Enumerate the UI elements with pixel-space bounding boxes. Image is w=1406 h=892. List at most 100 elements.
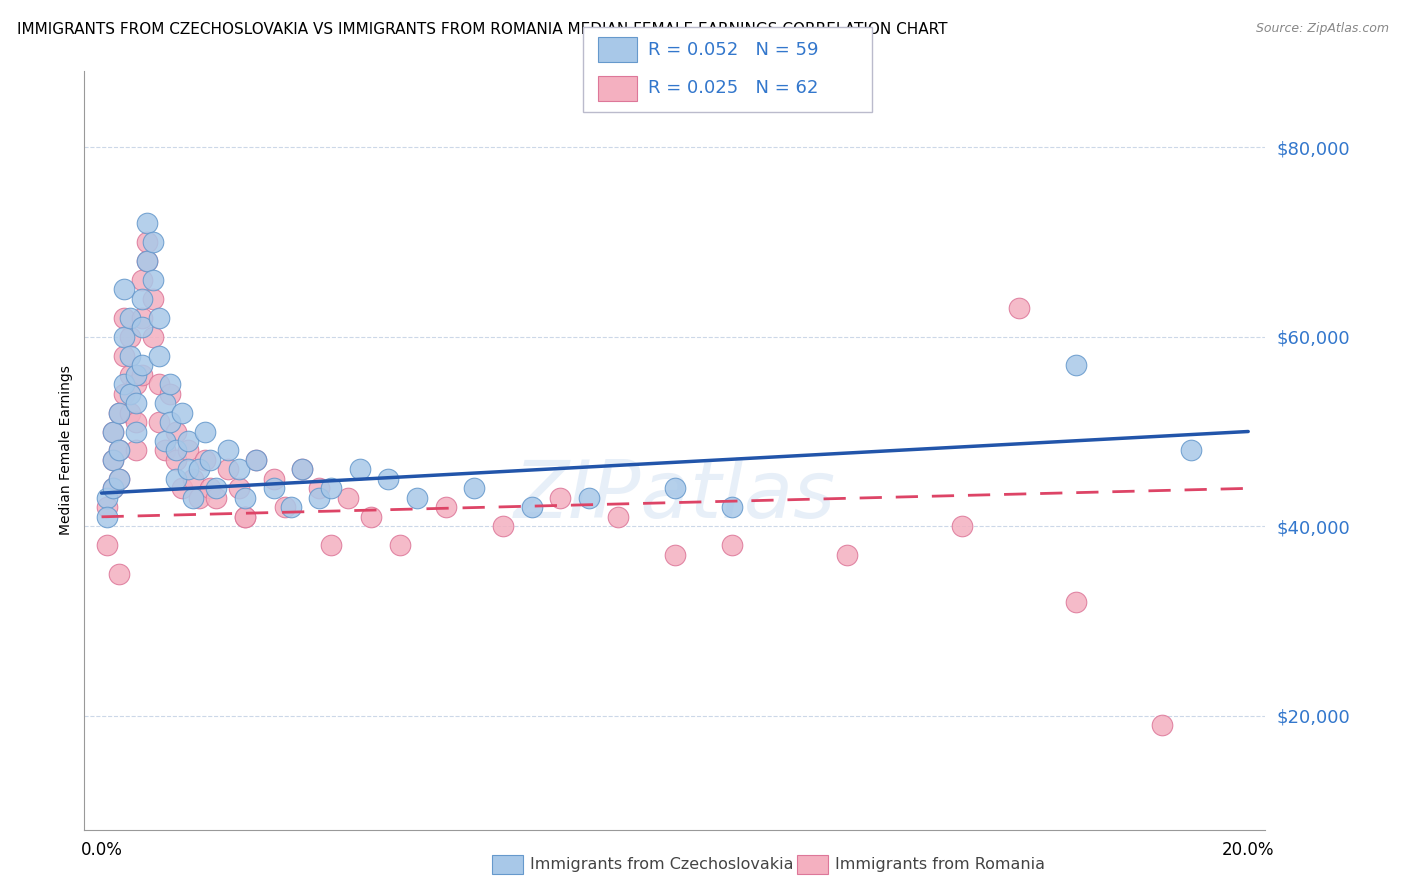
Text: R = 0.025   N = 62: R = 0.025 N = 62 — [648, 79, 818, 97]
Point — [120, 405, 142, 419]
Point — [228, 482, 250, 496]
Point — [950, 519, 973, 533]
Point — [181, 472, 204, 486]
Point — [233, 491, 256, 505]
Point — [263, 472, 285, 486]
Point — [159, 415, 181, 429]
Point — [165, 443, 187, 458]
Point — [520, 500, 543, 515]
Point — [107, 405, 129, 419]
Point — [274, 500, 297, 515]
Point — [159, 377, 181, 392]
Point — [142, 235, 165, 249]
Point — [291, 462, 314, 476]
Point — [245, 453, 267, 467]
Point — [181, 491, 204, 505]
Point — [142, 273, 165, 287]
Point — [205, 482, 228, 496]
Point — [114, 310, 136, 325]
Point — [176, 462, 198, 476]
Point — [125, 396, 148, 410]
Point — [107, 472, 129, 486]
Point — [200, 482, 222, 496]
Point — [101, 425, 124, 439]
Point — [131, 358, 153, 372]
Point — [406, 491, 429, 505]
Point — [96, 491, 118, 505]
Text: ZIPatlas: ZIPatlas — [513, 457, 837, 535]
Point — [125, 368, 148, 382]
Point — [148, 349, 170, 363]
Point — [120, 349, 142, 363]
Point — [263, 482, 285, 496]
Point — [136, 235, 159, 249]
Point — [136, 253, 159, 268]
Point — [233, 509, 256, 524]
Point — [194, 453, 217, 467]
Point — [101, 453, 124, 467]
Point — [233, 509, 256, 524]
Point — [114, 377, 136, 392]
Point — [188, 491, 211, 505]
Point — [96, 538, 118, 552]
Point — [114, 349, 136, 363]
Point — [1064, 595, 1087, 609]
Point — [176, 434, 198, 448]
Point — [319, 538, 342, 552]
Text: IMMIGRANTS FROM CZECHOSLOVAKIA VS IMMIGRANTS FROM ROMANIA MEDIAN FEMALE EARNINGS: IMMIGRANTS FROM CZECHOSLOVAKIA VS IMMIGR… — [17, 22, 948, 37]
Text: R = 0.052   N = 59: R = 0.052 N = 59 — [648, 41, 818, 59]
Point — [148, 415, 170, 429]
Point — [107, 566, 129, 581]
Point — [165, 472, 187, 486]
Point — [188, 462, 211, 476]
Point — [125, 415, 148, 429]
Point — [96, 509, 118, 524]
Point — [1064, 358, 1087, 372]
Point — [107, 443, 129, 458]
Point — [1152, 718, 1174, 732]
Point — [131, 292, 153, 306]
Point — [120, 310, 142, 325]
Point — [319, 482, 342, 496]
Text: Immigrants from Czechoslovakia: Immigrants from Czechoslovakia — [530, 857, 793, 871]
Point — [165, 453, 187, 467]
Point — [176, 443, 198, 458]
Point — [217, 443, 239, 458]
Point — [114, 386, 136, 401]
Point — [664, 482, 686, 496]
Point — [125, 443, 148, 458]
Point — [153, 434, 176, 448]
Point — [131, 310, 153, 325]
Point — [131, 320, 153, 334]
Point — [200, 453, 222, 467]
Point — [377, 472, 399, 486]
Point — [349, 462, 371, 476]
Point — [101, 453, 124, 467]
Point — [217, 462, 239, 476]
Point — [835, 548, 858, 562]
Point — [463, 482, 485, 496]
Point — [606, 509, 628, 524]
Point — [131, 368, 153, 382]
Point — [721, 538, 744, 552]
Point — [291, 462, 314, 476]
Point — [388, 538, 411, 552]
Point — [120, 386, 142, 401]
Point — [96, 500, 118, 515]
Point — [337, 491, 360, 505]
Point — [114, 282, 136, 296]
Point — [578, 491, 600, 505]
Point — [107, 472, 129, 486]
Point — [136, 253, 159, 268]
Point — [120, 368, 142, 382]
Point — [101, 425, 124, 439]
Point — [228, 462, 250, 476]
Point — [142, 330, 165, 344]
Point — [165, 425, 187, 439]
Point — [125, 425, 148, 439]
Point — [153, 396, 176, 410]
Text: Source: ZipAtlas.com: Source: ZipAtlas.com — [1256, 22, 1389, 36]
Point — [153, 443, 176, 458]
Point — [136, 216, 159, 230]
Point — [142, 292, 165, 306]
